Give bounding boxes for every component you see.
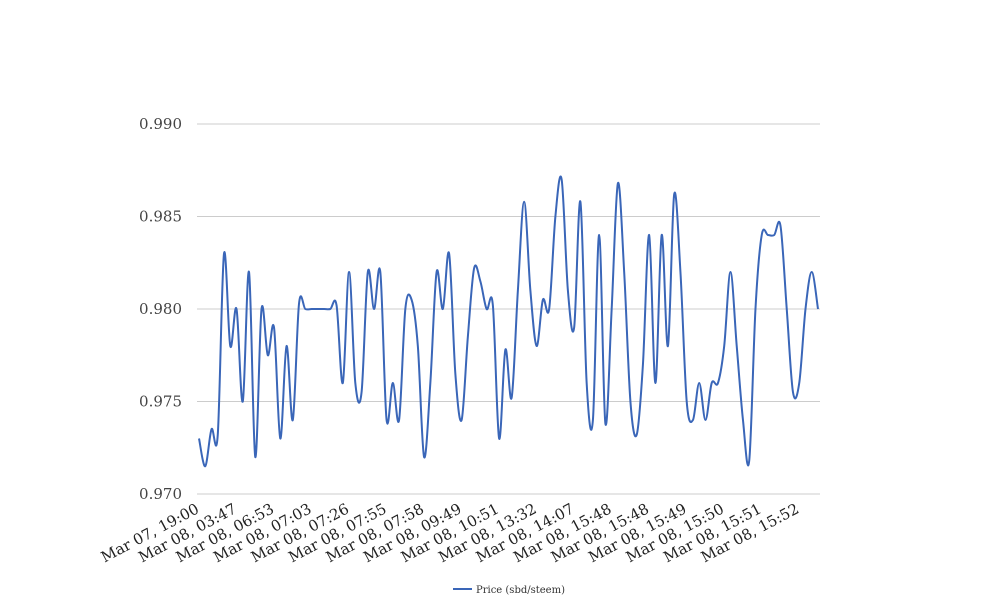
gridlines	[197, 123, 820, 495]
y-tick-label: 0.985	[139, 208, 182, 226]
series-layer	[198, 175, 819, 468]
y-tick-label: 0.990	[139, 115, 182, 133]
series-line-price	[198, 175, 819, 468]
y-tick-label: 0.970	[139, 485, 182, 503]
y-tick-label: 0.980	[139, 300, 182, 318]
legend: Price (sbd/steem)	[453, 585, 565, 596]
y-axis-ticks: 0.970 0.975 0.980 0.985 0.990	[139, 115, 182, 503]
legend-label: Price (sbd/steem)	[476, 585, 565, 596]
y-tick-label: 0.975	[139, 393, 182, 411]
